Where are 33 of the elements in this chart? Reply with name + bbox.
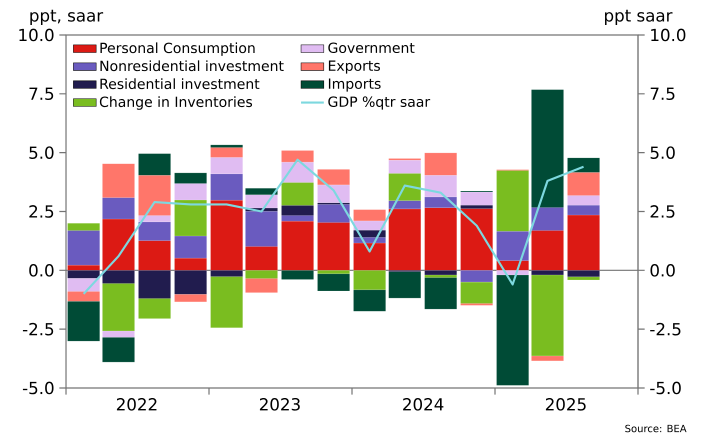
legend-label: Exports [328,60,380,74]
legend-label: Residential investment [100,78,260,90]
x-tick-label: 2022 [116,398,156,411]
y2-tick-label: 10.0 [651,28,686,42]
y-tick-label: 5.0 [29,146,54,159]
x-tick-label: 2025 [546,398,586,411]
line-series [82,158,585,295]
bar [317,274,350,292]
x-tick-label: 2023 [260,398,300,411]
y2-tick-label: -5.0 [650,382,681,394]
legend-label: GDP %qtr saar [328,96,430,110]
legend-label: Personal Consumption [100,42,255,56]
legend-label: Government [328,42,415,54]
legend-label: Change in Inventories [100,96,252,110]
legend-label: Nonresidential investment [100,60,284,72]
y-tick-label: 0.0 [29,264,54,277]
y2-tick-label: 7.5 [650,88,674,100]
y-tick-label: -5.0 [22,382,54,394]
bar [424,278,457,310]
y2-axis-title: ppt saar [605,10,672,25]
legend-label: Imports [328,78,381,92]
bar [460,192,493,206]
y2-tick-label: 0.0 [650,264,675,277]
y2-tick-label: 5.0 [650,146,675,159]
x-tick-label: 2024 [403,398,444,411]
y-tick-label: -2.5 [22,322,54,336]
y-tick-label: 2.5 [29,205,54,218]
y2-tick-label: 2.5 [650,205,674,218]
source-note: Source: BEA [625,424,687,432]
y-tick-label: 10.0 [19,28,54,42]
y2-tick-label: -2.5 [650,322,680,336]
y-tick-label: 7.5 [29,88,54,100]
y-axis-title: ppt, saar [30,10,104,25]
